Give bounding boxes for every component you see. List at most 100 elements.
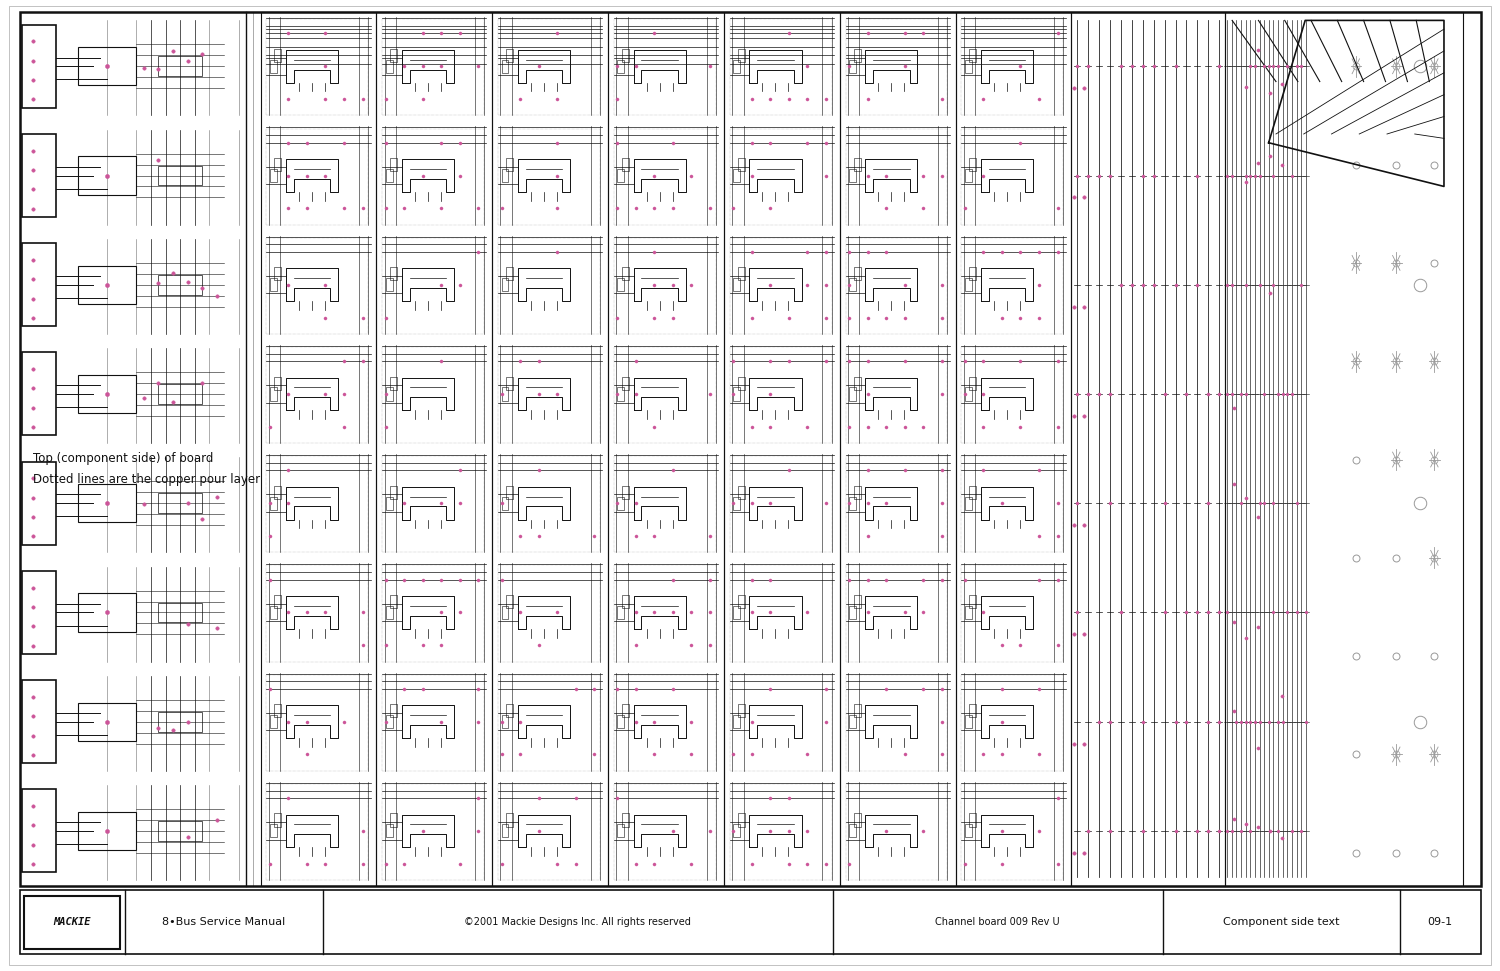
Bar bbox=[270, 606, 278, 619]
Bar bbox=[618, 169, 624, 182]
Bar bbox=[498, 238, 600, 334]
Bar bbox=[969, 486, 976, 499]
Bar bbox=[376, 12, 492, 886]
Bar bbox=[853, 704, 861, 718]
Bar bbox=[614, 565, 716, 661]
Bar bbox=[78, 703, 136, 741]
Bar bbox=[622, 595, 628, 608]
Bar bbox=[738, 595, 746, 608]
Bar bbox=[382, 128, 484, 224]
Bar bbox=[622, 704, 628, 718]
Bar bbox=[386, 169, 393, 182]
Bar bbox=[267, 675, 369, 771]
Bar bbox=[506, 814, 513, 826]
Bar bbox=[390, 377, 398, 389]
Bar bbox=[270, 715, 278, 728]
Bar bbox=[390, 486, 398, 499]
Bar bbox=[78, 266, 136, 304]
Bar bbox=[614, 784, 716, 880]
Bar bbox=[78, 593, 136, 631]
Bar bbox=[270, 496, 278, 510]
Bar bbox=[614, 347, 716, 443]
Bar bbox=[274, 158, 282, 171]
Bar bbox=[270, 387, 278, 401]
Bar bbox=[618, 715, 624, 728]
Bar bbox=[962, 675, 1064, 771]
Bar bbox=[849, 169, 856, 182]
Bar bbox=[853, 486, 861, 499]
Bar bbox=[618, 387, 624, 401]
Bar bbox=[962, 784, 1064, 880]
Bar bbox=[738, 814, 746, 826]
Bar bbox=[498, 565, 600, 661]
Bar bbox=[270, 824, 278, 837]
Bar bbox=[22, 462, 56, 545]
Bar bbox=[853, 377, 861, 389]
Bar bbox=[78, 812, 136, 850]
Bar bbox=[267, 456, 369, 552]
Bar bbox=[846, 19, 948, 116]
Bar bbox=[846, 675, 948, 771]
Bar bbox=[506, 486, 513, 499]
Bar bbox=[506, 704, 513, 718]
Bar bbox=[614, 675, 716, 771]
Bar bbox=[969, 595, 976, 608]
Bar bbox=[22, 571, 56, 654]
Bar bbox=[964, 496, 972, 510]
Bar bbox=[22, 243, 56, 326]
Bar bbox=[964, 606, 972, 619]
Bar bbox=[734, 279, 740, 291]
Bar bbox=[964, 279, 972, 291]
Bar bbox=[618, 606, 624, 619]
Bar bbox=[849, 715, 856, 728]
Bar bbox=[734, 60, 740, 73]
Bar bbox=[270, 60, 278, 73]
Bar bbox=[274, 377, 282, 389]
Bar bbox=[956, 12, 1071, 886]
Bar bbox=[78, 485, 136, 522]
Bar bbox=[274, 49, 282, 62]
Bar bbox=[274, 595, 282, 608]
Bar bbox=[506, 595, 513, 608]
Bar bbox=[729, 347, 831, 443]
Bar bbox=[501, 715, 509, 728]
Text: MACKIE: MACKIE bbox=[54, 918, 90, 927]
Bar bbox=[622, 49, 628, 62]
Bar bbox=[274, 267, 282, 281]
Bar bbox=[267, 238, 369, 334]
Bar bbox=[729, 238, 831, 334]
Bar bbox=[969, 267, 976, 281]
Bar bbox=[498, 19, 600, 116]
Bar bbox=[622, 158, 628, 171]
Bar bbox=[853, 595, 861, 608]
Bar bbox=[622, 486, 628, 499]
Bar bbox=[622, 267, 628, 281]
Bar bbox=[382, 347, 484, 443]
Bar bbox=[849, 606, 856, 619]
Bar bbox=[962, 128, 1064, 224]
Bar bbox=[969, 704, 976, 718]
Bar bbox=[849, 279, 856, 291]
Bar bbox=[969, 377, 976, 389]
Bar bbox=[1071, 12, 1226, 886]
Bar bbox=[501, 824, 509, 837]
Bar bbox=[846, 784, 948, 880]
Text: 8•Bus Service Manual: 8•Bus Service Manual bbox=[162, 918, 285, 927]
Bar bbox=[386, 824, 393, 837]
Text: ©2001 Mackie Designs Inc. All rights reserved: ©2001 Mackie Designs Inc. All rights res… bbox=[464, 918, 692, 927]
Bar bbox=[738, 377, 746, 389]
Bar bbox=[734, 824, 740, 837]
Bar bbox=[1226, 12, 1462, 886]
Bar bbox=[159, 603, 203, 622]
Bar bbox=[618, 60, 624, 73]
Bar bbox=[498, 784, 600, 880]
Text: Top (component side) of board: Top (component side) of board bbox=[33, 452, 213, 464]
Bar bbox=[270, 279, 278, 291]
Bar bbox=[22, 680, 56, 763]
Text: Component side text: Component side text bbox=[1222, 918, 1340, 927]
Bar bbox=[501, 496, 509, 510]
Bar bbox=[964, 169, 972, 182]
Bar bbox=[492, 12, 608, 886]
Bar bbox=[729, 128, 831, 224]
Bar bbox=[849, 824, 856, 837]
